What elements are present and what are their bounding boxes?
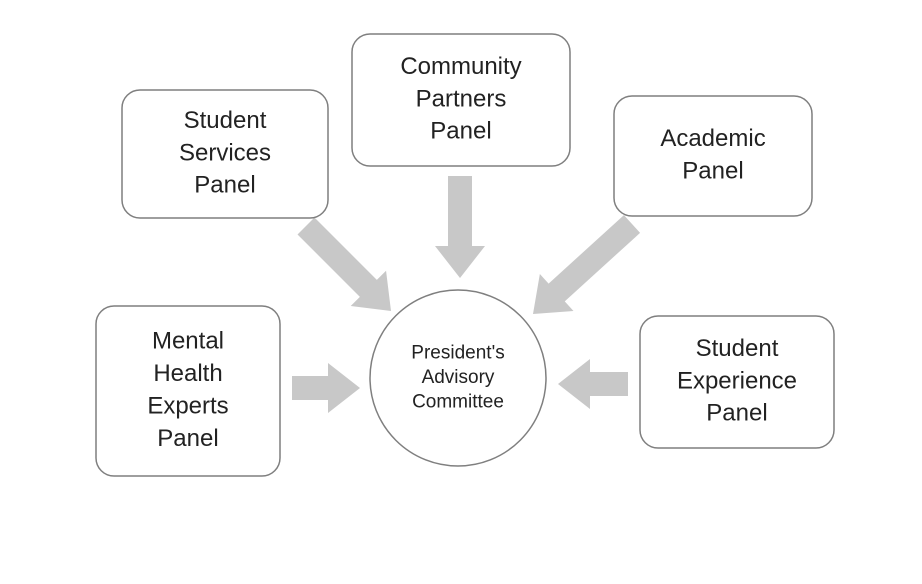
diagram-canvas: Student Services Panel Community Partners Pan…: [0, 0, 922, 584]
node-community-partners-line: Community: [400, 53, 521, 80]
node-mental-health: Mental Health Experts Panel: [96, 306, 280, 476]
center-node-line: Advisory: [422, 367, 495, 388]
center-node-line: President's: [411, 342, 504, 363]
node-student-experience: Student Experience Panel: [640, 316, 834, 448]
node-student-services: Student Services Panel: [122, 90, 328, 218]
node-academic: Academic Panel: [614, 96, 812, 216]
node-mental-health-line: Panel: [157, 425, 218, 452]
center-node-line: Committee: [412, 392, 504, 413]
node-student-services-line: Student: [184, 107, 267, 134]
node-community-partners-line: Panel: [430, 118, 491, 145]
node-mental-health-line: Experts: [147, 393, 228, 420]
node-student-experience-line: Experience: [677, 367, 797, 394]
center-node: President's Advisory Committee: [370, 290, 546, 466]
node-academic-line: Panel: [682, 158, 743, 185]
node-community-partners: Community Partners Panel: [352, 34, 570, 166]
node-student-experience-line: Student: [696, 335, 779, 362]
node-academic-line: Academic: [660, 125, 765, 152]
node-community-partners-line: Partners: [416, 85, 507, 112]
node-mental-health-line: Mental: [152, 328, 224, 355]
node-mental-health-line: Health: [153, 360, 222, 387]
node-student-services-line: Panel: [194, 172, 255, 199]
node-student-services-line: Services: [179, 139, 271, 166]
node-student-experience-line: Panel: [706, 400, 767, 427]
